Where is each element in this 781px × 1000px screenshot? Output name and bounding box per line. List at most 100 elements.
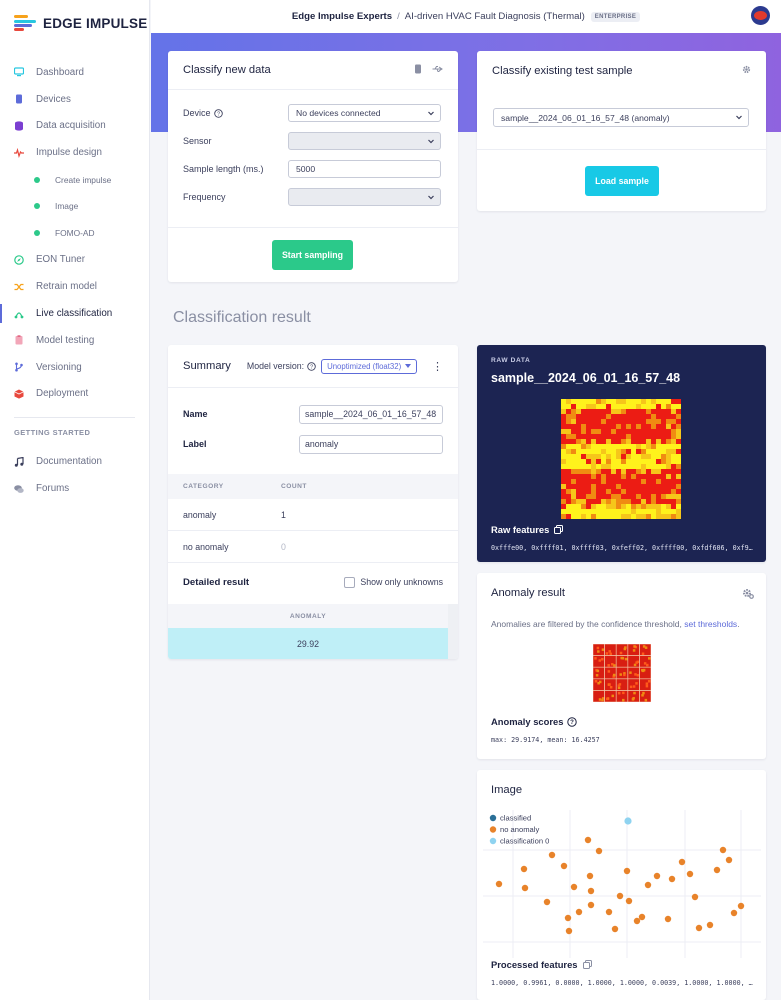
sidebar-item-documentation[interactable]: Documentation (0, 448, 149, 475)
compass-icon (14, 255, 24, 265)
sidebar-item-versioning[interactable]: Versioning (0, 354, 149, 381)
sidebar-item-label: EON Tuner (36, 254, 86, 266)
scatter-point[interactable] (730, 909, 738, 917)
scatter-point[interactable] (521, 884, 529, 892)
feature-scatter-plot[interactable]: classified no anomaly classification 0 (483, 810, 761, 958)
help-icon[interactable]: ? (307, 361, 316, 371)
scatter-point[interactable] (737, 902, 745, 910)
scatter-point[interactable] (725, 856, 733, 864)
scatter-point[interactable] (565, 927, 573, 935)
scatter-point[interactable] (611, 925, 619, 933)
scatter-point[interactable] (564, 914, 572, 922)
scatter-point[interactable] (495, 880, 503, 888)
sidebar-item-live-classification[interactable]: Live classification (0, 300, 149, 327)
scatter-point[interactable] (595, 847, 603, 855)
scatter-point[interactable] (584, 836, 592, 844)
set-thresholds-link[interactable]: set thresholds (684, 619, 738, 629)
scatter-point[interactable] (520, 865, 528, 873)
settings-gear-icon[interactable] (742, 588, 754, 602)
frequency-select[interactable] (288, 188, 441, 206)
scatter-point[interactable] (686, 870, 694, 878)
detailed-result-header: Detailed result Show only unknowns (168, 563, 458, 601)
sidebar-item-impulse-design[interactable]: Impulse design (0, 139, 149, 166)
scatter-point[interactable] (713, 866, 721, 874)
scatter-point[interactable] (719, 846, 727, 854)
name-row: Name sample__2024_06_01_16_57_48 (168, 399, 458, 429)
scatter-point[interactable] (653, 872, 661, 880)
copy-icon[interactable] (554, 525, 564, 534)
load-sample-button[interactable]: Load sample (585, 166, 659, 196)
copy-icon[interactable] (582, 960, 592, 969)
sidebar-item-data-acquisition[interactable]: Data acquisition (0, 113, 149, 140)
model-version-label: Model version: ? (247, 361, 316, 371)
user-avatar[interactable] (751, 6, 770, 25)
device-select[interactable]: No devices connected (288, 104, 441, 122)
scatter-point[interactable] (644, 881, 652, 889)
sidebar-nav: Dashboard Devices Data acquisition Impul… (0, 59, 149, 407)
scatter-point[interactable] (587, 901, 595, 909)
scatter-point[interactable] (691, 893, 699, 901)
scatter-point[interactable] (570, 883, 578, 891)
help-icon[interactable]: ? (213, 108, 223, 118)
test-sample-select[interactable]: sample__2024_06_01_16_57_48 (anomaly) (493, 108, 749, 127)
scatter-point[interactable] (695, 924, 703, 932)
sidebar-item-deployment[interactable]: Deployment (0, 381, 149, 408)
sidebar-item-model-testing[interactable]: Model testing (0, 327, 149, 354)
label-value[interactable]: anomaly (299, 434, 443, 454)
status-dot-icon (34, 230, 40, 237)
show-unknowns-toggle[interactable]: Show only unknowns (344, 576, 443, 588)
sidebar-item-devices[interactable]: Devices (0, 86, 149, 113)
getting-started-heading: GETTING STARTED (14, 428, 91, 438)
more-options-icon[interactable]: ⋮ (432, 360, 443, 373)
sidebar-item-retrain-model[interactable]: Retrain model (0, 273, 149, 300)
threshold-note-end: . (737, 619, 740, 629)
scrollbar[interactable] (448, 604, 458, 659)
scatter-point[interactable] (575, 908, 583, 916)
project-owner-link[interactable]: Edge Impulse Experts (291, 11, 393, 22)
sidebar-item-dashboard[interactable]: Dashboard (0, 59, 149, 86)
scatter-point[interactable] (587, 887, 595, 895)
sidebar-item-image[interactable]: Image (0, 193, 149, 220)
help-icon[interactable]: ? (567, 716, 578, 727)
scatter-point[interactable] (668, 875, 676, 883)
name-value[interactable]: sample__2024_06_01_16_57_48 (299, 404, 443, 424)
sidebar-item-fomo-ad[interactable]: FOMO-AD (0, 220, 149, 247)
anomaly-grid-image (593, 644, 651, 702)
raw-features-text: Raw features (491, 524, 550, 535)
scatter-point-classified[interactable] (624, 817, 632, 825)
sensor-select[interactable] (288, 132, 441, 150)
scatter-point[interactable] (706, 921, 714, 929)
card-title: Summary (183, 360, 231, 372)
sidebar-item-create-impulse[interactable]: Create impulse (0, 166, 149, 193)
caret-down-icon (405, 364, 412, 368)
scatter-point[interactable] (664, 915, 672, 923)
gear-icon[interactable] (742, 65, 751, 77)
scatter-point[interactable] (586, 872, 594, 880)
scatter-point[interactable] (543, 898, 551, 906)
detail-anomaly-value[interactable]: 29.92 (168, 628, 448, 659)
scatter-point[interactable] (623, 867, 631, 875)
logo[interactable]: EDGE IMPULSE (0, 0, 149, 46)
sample-length-input[interactable]: 5000 (288, 160, 441, 178)
chip-icon[interactable] (414, 64, 422, 77)
scatter-point[interactable] (605, 908, 613, 916)
scatter-point[interactable] (638, 913, 646, 921)
sidebar-item-forums[interactable]: Forums (0, 475, 149, 502)
usb-icon[interactable] (432, 64, 443, 77)
raw-features-label: Raw features (491, 524, 564, 535)
enterprise-badge: ENTERPRISE (590, 11, 641, 22)
scatter-point[interactable] (633, 917, 641, 925)
start-sampling-button[interactable]: Start sampling (272, 240, 353, 270)
show-unknowns-checkbox[interactable] (344, 576, 356, 588)
svg-text:?: ? (571, 719, 575, 726)
scatter-point[interactable] (616, 892, 624, 900)
model-version-dropdown[interactable]: Unoptimized (float32) (321, 358, 418, 374)
scatter-point[interactable] (625, 897, 633, 905)
card-divider (168, 227, 458, 228)
sidebar-item-eon-tuner[interactable]: EON Tuner (0, 247, 149, 274)
scatter-point[interactable] (560, 862, 568, 870)
scatter-point[interactable] (548, 851, 556, 859)
device-label: Device ? (183, 108, 288, 118)
scatter-point[interactable] (678, 858, 686, 866)
sidebar-item-label: Retrain model (36, 281, 97, 293)
